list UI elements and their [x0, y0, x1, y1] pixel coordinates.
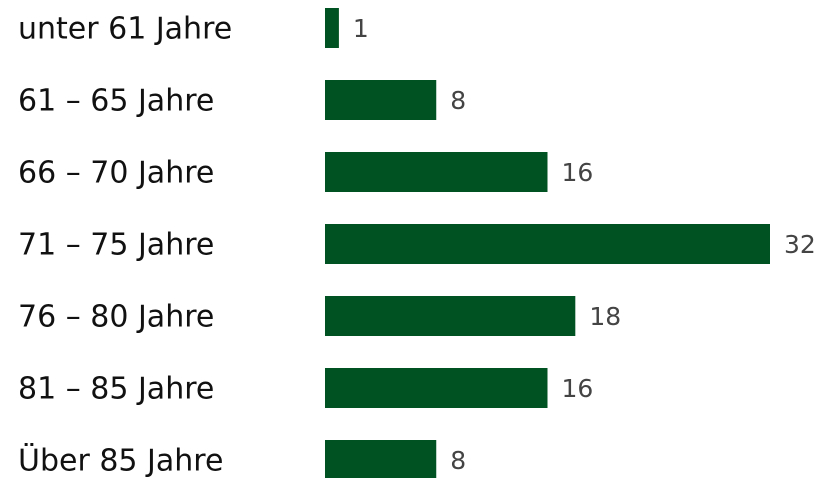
bar: [325, 80, 437, 120]
bar: [325, 296, 576, 336]
value-label: 8: [450, 86, 466, 115]
category-label: 61 – 65 Jahre: [18, 84, 214, 119]
value-label: 18: [589, 302, 621, 331]
value-label: 32: [784, 230, 816, 259]
value-label: 1: [353, 14, 369, 43]
bar: [325, 152, 548, 192]
bar: [325, 8, 339, 48]
category-label: 81 – 85 Jahre: [18, 372, 214, 407]
bar: [325, 224, 770, 264]
value-label: 16: [562, 158, 594, 187]
category-label: 66 – 70 Jahre: [18, 156, 214, 191]
bar: [325, 368, 548, 408]
category-label: unter 61 Jahre: [18, 12, 232, 47]
bar: [325, 440, 437, 478]
category-label: 71 – 75 Jahre: [18, 228, 214, 263]
category-label: 76 – 80 Jahre: [18, 300, 214, 335]
value-label: 8: [450, 446, 466, 475]
category-label: Über 85 Jahre: [18, 443, 223, 478]
value-label: 16: [562, 374, 594, 403]
